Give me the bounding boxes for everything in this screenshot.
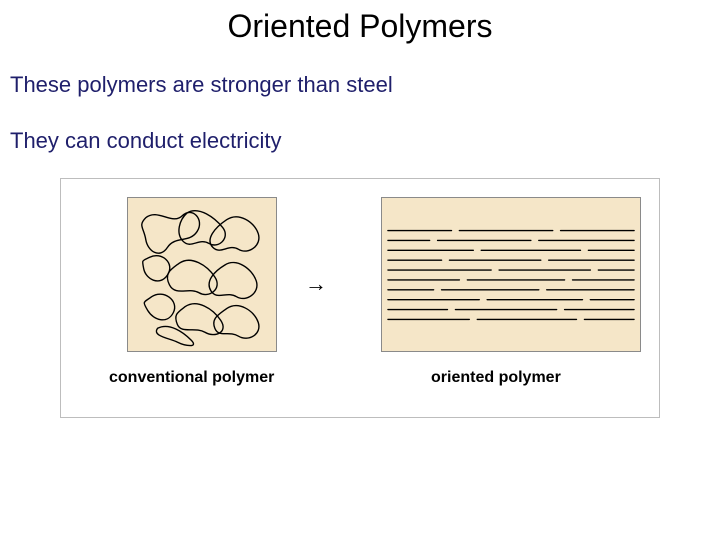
caption-oriented: oriented polymer xyxy=(431,369,561,387)
conventional-squiggles xyxy=(128,198,276,351)
arrow-icon: → xyxy=(305,271,327,297)
body-text-1: These polymers are stronger than steel xyxy=(10,72,393,98)
page-title: Oriented Polymers xyxy=(0,0,720,45)
oriented-lines xyxy=(382,198,640,351)
figure-frame: → conventional polymer oriented polymer xyxy=(60,178,660,418)
caption-conventional: conventional polymer xyxy=(109,369,274,387)
body-text-2: They can conduct electricity xyxy=(10,128,281,154)
oriented-polymer-panel xyxy=(381,197,641,352)
conventional-polymer-panel xyxy=(127,197,277,352)
